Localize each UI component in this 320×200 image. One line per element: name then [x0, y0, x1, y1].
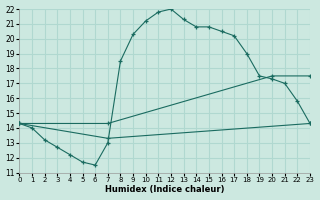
X-axis label: Humidex (Indice chaleur): Humidex (Indice chaleur): [105, 185, 224, 194]
